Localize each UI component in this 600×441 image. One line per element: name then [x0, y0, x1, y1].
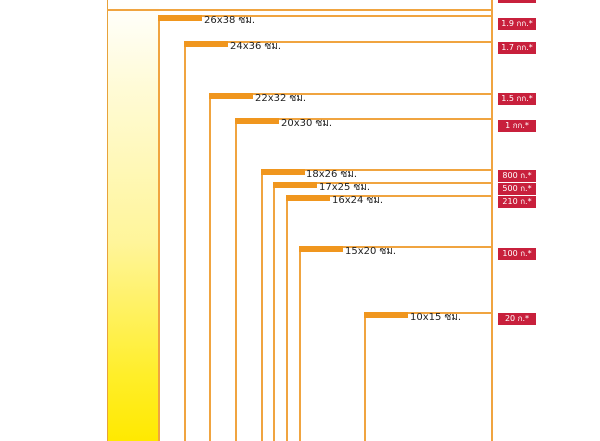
- size-bar: [364, 312, 408, 318]
- size-label: 10x15 ซม.: [410, 312, 462, 323]
- size-outline-top: [261, 169, 492, 171]
- size-outline-side: [209, 93, 211, 441]
- size-label: 17x25 ซม.: [319, 182, 371, 193]
- right-edge-line: [491, 0, 493, 441]
- size-outline-top: [286, 195, 492, 197]
- size-label: 20x30 ซม.: [281, 118, 333, 129]
- size-bar: [273, 182, 317, 188]
- size-outline-side: [261, 169, 263, 441]
- size-label: 22x32 ซม.: [255, 93, 307, 104]
- weight-badge: 1 กก.*: [498, 120, 536, 132]
- size-outline-top: [209, 93, 492, 95]
- size-outline-top: [273, 182, 492, 184]
- size-bar: [261, 169, 305, 175]
- size-bar: [158, 15, 202, 21]
- size-outline-top: [364, 312, 492, 314]
- size-label: 18x26 ซม.: [306, 169, 358, 180]
- size-outline-top: [235, 118, 492, 120]
- size-outline-side: [235, 118, 237, 441]
- weight-badge: 1.5 กก.*: [498, 93, 536, 105]
- weight-badge: 210 ก.*: [498, 196, 536, 208]
- size-outline-top: [184, 41, 492, 43]
- size-outline-side: [158, 15, 160, 441]
- size-outline-side: [299, 246, 301, 441]
- size-outline-top: [299, 246, 492, 248]
- size-outline-side: [273, 182, 275, 441]
- weight-badge: 100 ก.*: [498, 248, 536, 260]
- top-size-outline: [107, 9, 493, 11]
- size-label: 16x24 ซม.: [332, 195, 384, 206]
- top-weight-badge: [498, 0, 536, 3]
- size-outline-side: [364, 312, 366, 441]
- size-outline-side: [286, 195, 288, 441]
- weight-badge: 800 ก.*: [498, 170, 536, 182]
- size-bar: [299, 246, 343, 252]
- size-bar: [286, 195, 330, 201]
- size-outline-top: [158, 15, 492, 17]
- weight-badge: 1.9 กก.*: [498, 18, 536, 30]
- size-outline-side: [184, 41, 186, 441]
- size-label: 15x20 ซม.: [345, 246, 397, 257]
- yellow-gradient-ruler: [107, 0, 159, 441]
- size-bar: [184, 41, 228, 47]
- weight-badge: 20 ก.*: [498, 313, 536, 325]
- size-label: 24x36 ซม.: [230, 41, 282, 52]
- size-label: 26x38 ซม.: [204, 15, 256, 26]
- weight-badge: 1.7 กก.*: [498, 42, 536, 54]
- size-bar: [235, 118, 279, 124]
- weight-badge: 500 ก.*: [498, 183, 536, 195]
- size-bar: [209, 93, 253, 99]
